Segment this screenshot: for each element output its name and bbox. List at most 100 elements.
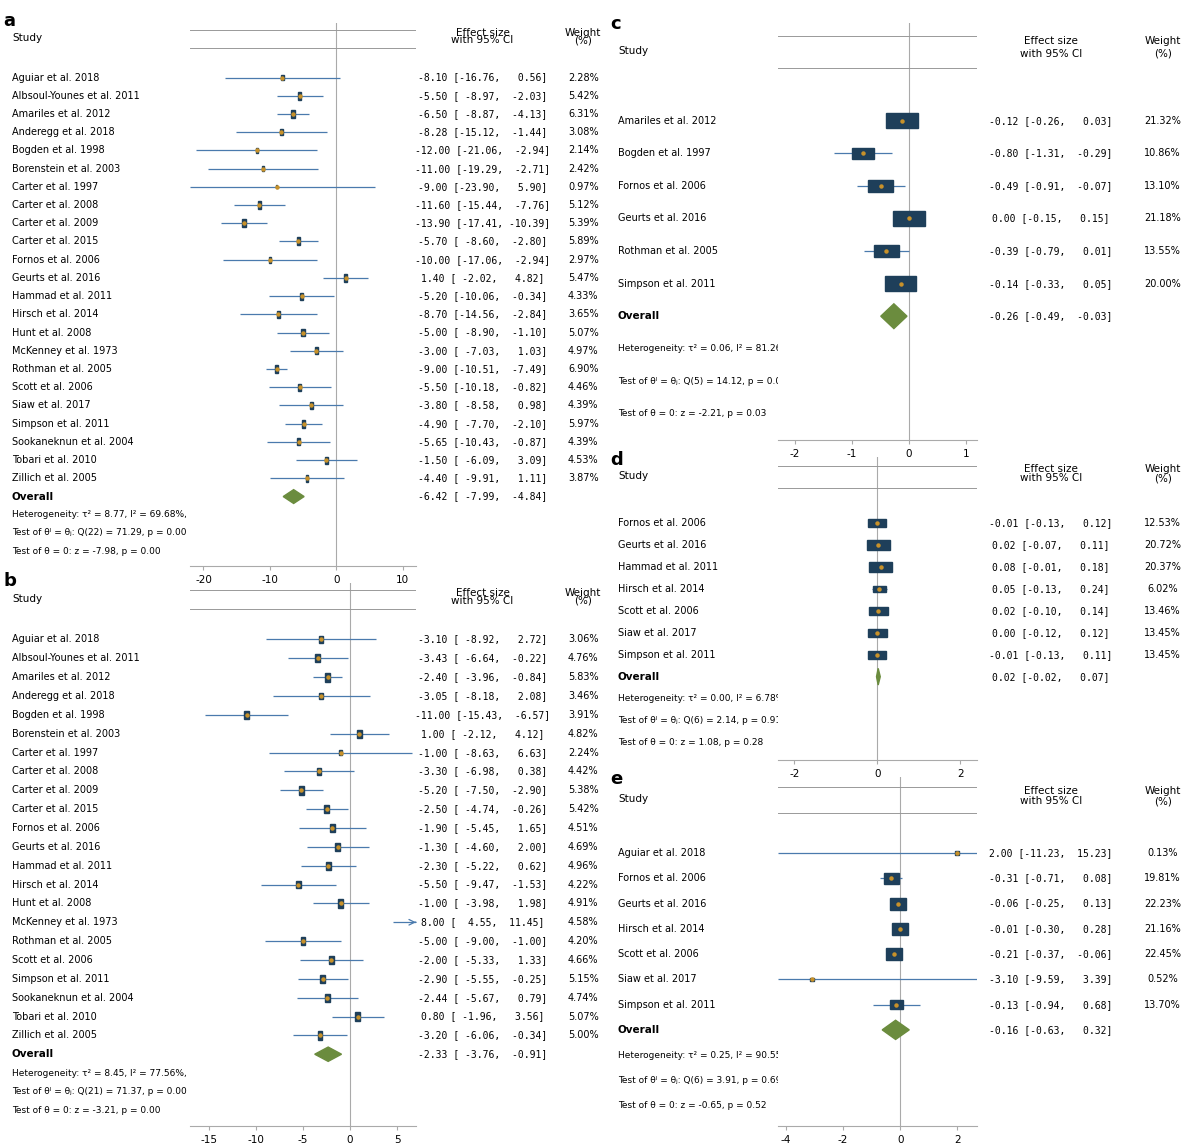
Text: -5.20 [-10.06,  -0.34]: -5.20 [-10.06, -0.34] bbox=[418, 291, 547, 301]
Text: Aguiar et al. 2018: Aguiar et al. 2018 bbox=[12, 634, 100, 645]
Text: -4.90 [ -7.70,  -2.10]: -4.90 [ -7.70, -2.10] bbox=[418, 418, 547, 429]
Text: McKenney et al. 1973: McKenney et al. 1973 bbox=[12, 346, 118, 355]
Text: Carter et al. 2009: Carter et al. 2009 bbox=[12, 785, 98, 796]
Text: 5.38%: 5.38% bbox=[568, 785, 599, 796]
Text: Geurts et al. 2016: Geurts et al. 2016 bbox=[12, 842, 101, 852]
Text: Test of θ = 0: z = -2.21, p = 0.03: Test of θ = 0: z = -2.21, p = 0.03 bbox=[618, 409, 767, 418]
Text: Fornos et al. 2006: Fornos et al. 2006 bbox=[618, 873, 706, 884]
Text: Test of θ = 0: z = 1.08, p = 0.28: Test of θ = 0: z = 1.08, p = 0.28 bbox=[618, 738, 763, 748]
Text: -3.20 [ -6.06,  -0.34]: -3.20 [ -6.06, -0.34] bbox=[418, 1030, 547, 1040]
Text: Study: Study bbox=[12, 594, 42, 604]
Text: -6.42 [ -7.99,  -4.84]: -6.42 [ -7.99, -4.84] bbox=[418, 491, 547, 502]
Text: -5.50 [ -9.47,  -1.53]: -5.50 [ -9.47, -1.53] bbox=[418, 880, 547, 889]
Text: Test of θ = 0: z = -7.98, p = 0.00: Test of θ = 0: z = -7.98, p = 0.00 bbox=[12, 546, 161, 555]
Text: 4.66%: 4.66% bbox=[568, 954, 599, 965]
Bar bbox=[258, 201, 260, 209]
Text: 3.91%: 3.91% bbox=[568, 710, 599, 720]
Text: 0.05 [-0.13,   0.24]: 0.05 [-0.13, 0.24] bbox=[992, 584, 1110, 594]
Text: -11.00 [-15.43,  -6.57]: -11.00 [-15.43, -6.57] bbox=[415, 710, 550, 720]
Text: Rothman et al. 2005: Rothman et al. 2005 bbox=[12, 936, 112, 946]
Text: Geurts et al. 2016: Geurts et al. 2016 bbox=[618, 539, 707, 550]
Text: -4.40 [ -9.91,   1.11]: -4.40 [ -9.91, 1.11] bbox=[418, 473, 547, 483]
Text: Overall: Overall bbox=[618, 672, 660, 681]
Text: Anderegg et al. 2018: Anderegg et al. 2018 bbox=[12, 692, 115, 701]
Text: with 95% CI: with 95% CI bbox=[451, 35, 514, 46]
Bar bbox=[326, 862, 331, 870]
Text: -0.13 [-0.94,   0.68]: -0.13 [-0.94, 0.68] bbox=[989, 1000, 1112, 1009]
Bar bbox=[280, 129, 282, 135]
Text: -9.00 [-23.90,   5.90]: -9.00 [-23.90, 5.90] bbox=[418, 182, 547, 192]
Bar bbox=[325, 993, 330, 1001]
Text: Study: Study bbox=[618, 471, 648, 481]
Text: Fornos et al. 2006: Fornos et al. 2006 bbox=[618, 181, 706, 191]
Bar bbox=[298, 91, 301, 99]
Bar bbox=[299, 384, 301, 391]
Text: 4.39%: 4.39% bbox=[568, 437, 599, 447]
Text: Hammad et al. 2011: Hammad et al. 2011 bbox=[12, 861, 112, 871]
Text: Effect size: Effect size bbox=[456, 27, 509, 38]
Text: 0.00 [-0.15,   0.15]: 0.00 [-0.15, 0.15] bbox=[992, 214, 1110, 223]
Bar bbox=[310, 402, 312, 409]
Text: 2.00 [-11.23,  15.23]: 2.00 [-11.23, 15.23] bbox=[989, 848, 1112, 858]
Text: -0.01 [-0.13,   0.12]: -0.01 [-0.13, 0.12] bbox=[989, 518, 1112, 528]
Bar bbox=[868, 650, 887, 660]
Text: 5.89%: 5.89% bbox=[568, 237, 599, 247]
Bar bbox=[810, 977, 814, 981]
Text: 4.42%: 4.42% bbox=[568, 767, 599, 776]
Polygon shape bbox=[881, 304, 907, 328]
Text: 4.91%: 4.91% bbox=[568, 898, 599, 909]
Bar bbox=[269, 257, 271, 263]
Text: -0.26 [-0.49,  -0.03]: -0.26 [-0.49, -0.03] bbox=[989, 311, 1112, 321]
Text: Test of θ = 0: z = -3.21, p = 0.00: Test of θ = 0: z = -3.21, p = 0.00 bbox=[12, 1106, 161, 1116]
Text: 2.42%: 2.42% bbox=[568, 163, 599, 174]
Text: Test of θᴵ = θⱼ: Q(22) = 71.29, p = 0.00: Test of θᴵ = θⱼ: Q(22) = 71.29, p = 0.00 bbox=[12, 528, 186, 537]
Text: Siaw et al. 2017: Siaw et al. 2017 bbox=[618, 628, 697, 638]
Text: Overall: Overall bbox=[12, 491, 54, 502]
Bar bbox=[301, 329, 305, 336]
Text: Test of θ = 0: z = -0.65, p = 0.52: Test of θ = 0: z = -0.65, p = 0.52 bbox=[618, 1101, 767, 1110]
Bar bbox=[325, 456, 328, 464]
Bar bbox=[340, 750, 342, 756]
Text: -2.50 [ -4.74,  -0.26]: -2.50 [ -4.74, -0.26] bbox=[418, 805, 547, 814]
Text: -9.00 [-10.51,  -7.49]: -9.00 [-10.51, -7.49] bbox=[418, 363, 547, 374]
Text: Siaw et al. 2017: Siaw et al. 2017 bbox=[618, 974, 697, 984]
Text: Amariles et al. 2012: Amariles et al. 2012 bbox=[618, 115, 716, 126]
Text: Overall: Overall bbox=[618, 311, 660, 321]
Text: 4.39%: 4.39% bbox=[568, 400, 599, 410]
Text: Tobari et al. 2010: Tobari et al. 2010 bbox=[12, 1012, 97, 1022]
Text: Aguiar et al. 2018: Aguiar et al. 2018 bbox=[12, 72, 100, 82]
Text: Fornos et al. 2006: Fornos et al. 2006 bbox=[618, 518, 706, 528]
Text: Hirsch et al. 2014: Hirsch et al. 2014 bbox=[618, 924, 704, 934]
Text: -6.50 [ -8.87,  -4.13]: -6.50 [ -8.87, -4.13] bbox=[418, 109, 547, 119]
Text: 10.86%: 10.86% bbox=[1145, 149, 1181, 158]
Bar bbox=[422, 918, 427, 926]
Bar bbox=[884, 872, 899, 884]
Text: Heterogeneity: τ² = 0.00, I² = 6.78%, H² = 1.07: Heterogeneity: τ² = 0.00, I² = 6.78%, H²… bbox=[618, 694, 834, 703]
Text: 5.07%: 5.07% bbox=[568, 328, 599, 337]
Text: Carter et al. 2015: Carter et al. 2015 bbox=[12, 237, 98, 247]
Text: Test of θᴵ = θⱼ: Q(5) = 14.12, p = 0.01: Test of θᴵ = θⱼ: Q(5) = 14.12, p = 0.01 bbox=[618, 377, 787, 386]
Text: McKenney et al. 1973: McKenney et al. 1973 bbox=[12, 918, 118, 927]
Text: -0.21 [-0.37,  -0.06]: -0.21 [-0.37, -0.06] bbox=[989, 949, 1112, 959]
Text: -11.00 [-19.29,  -2.71]: -11.00 [-19.29, -2.71] bbox=[415, 163, 550, 174]
Text: Fornos et al. 2006: Fornos et al. 2006 bbox=[12, 823, 100, 833]
Text: Borenstein et al. 2003: Borenstein et al. 2003 bbox=[12, 729, 120, 738]
Text: 2.14%: 2.14% bbox=[568, 145, 599, 155]
Text: 3.08%: 3.08% bbox=[568, 127, 599, 137]
Text: 0.02 [-0.10,   0.14]: 0.02 [-0.10, 0.14] bbox=[992, 606, 1110, 616]
Text: 1.00 [ -2.12,   4.12]: 1.00 [ -2.12, 4.12] bbox=[421, 729, 544, 738]
Text: -3.10 [ -8.92,   2.72]: -3.10 [ -8.92, 2.72] bbox=[418, 634, 547, 645]
Text: 4.58%: 4.58% bbox=[568, 918, 599, 927]
Text: 4.97%: 4.97% bbox=[568, 346, 599, 355]
Text: Geurts et al. 2016: Geurts et al. 2016 bbox=[618, 898, 707, 909]
Text: Weight: Weight bbox=[1145, 464, 1181, 474]
Text: 5.15%: 5.15% bbox=[568, 974, 599, 984]
Bar bbox=[300, 293, 304, 299]
Text: 8.00 [  4.55,  11.45]: 8.00 [ 4.55, 11.45] bbox=[421, 918, 544, 927]
Bar bbox=[296, 881, 300, 888]
Text: 5.42%: 5.42% bbox=[568, 90, 599, 101]
Bar bbox=[245, 711, 248, 719]
Text: 5.97%: 5.97% bbox=[568, 418, 599, 429]
Text: Weight: Weight bbox=[565, 589, 601, 598]
Bar bbox=[282, 75, 283, 80]
